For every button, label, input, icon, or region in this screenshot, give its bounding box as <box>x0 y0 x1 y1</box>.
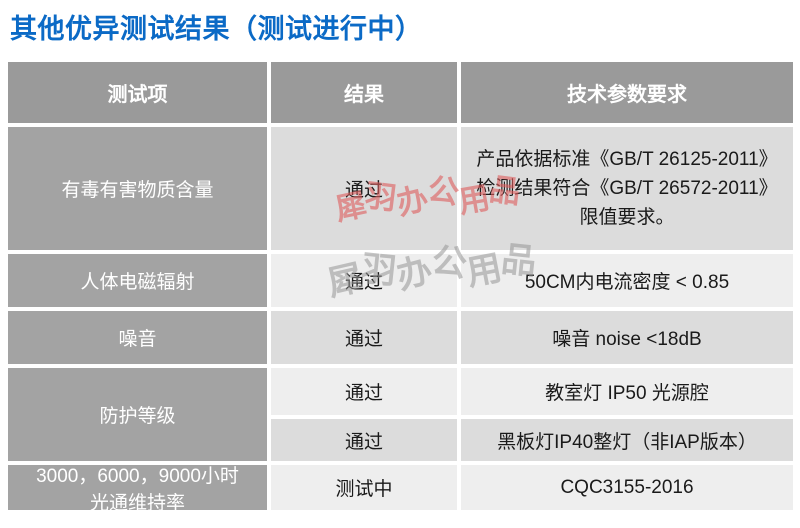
row-label-lumen-maintenance: 3000，6000，9000小时 光通维持率 <box>8 465 267 514</box>
requirement-lumen-maintenance: CQC3155-2016 <box>461 465 793 510</box>
result-em-radiation: 通过 <box>271 254 457 307</box>
result-protection-classroom-lamp: 通过 <box>271 368 457 415</box>
row-label-toxic-substances: 有毒有害物质含量 <box>8 127 267 250</box>
row-label-noise: 噪音 <box>8 311 267 364</box>
result-noise: 通过 <box>271 311 457 364</box>
requirement-protection-classroom-lamp: 教室灯 IP50 光源腔 <box>461 368 793 415</box>
result-lumen-maintenance: 测试中 <box>271 465 457 510</box>
row-label-em-radiation: 人体电磁辐射 <box>8 254 267 307</box>
test-results-table: 测试项 结果 技术参数要求 有毒有害物质含量 通过 产品依据标准《GB/T 26… <box>8 62 793 514</box>
requirement-em-radiation: 50CM内电流密度 < 0.85 <box>461 254 793 307</box>
result-protection-blackboard-lamp: 通过 <box>271 419 457 461</box>
row-label-protection-rating: 防护等级 <box>8 368 267 461</box>
page-title: 其他优异测试结果（测试进行中） <box>10 14 423 44</box>
column-header-tech-requirements: 技术参数要求 <box>461 62 793 123</box>
column-header-test-item: 测试项 <box>8 62 267 123</box>
requirement-toxic-substances: 产品依据标准《GB/T 26125-2011》 检测结果符合《GB/T 2657… <box>461 127 793 250</box>
result-toxic-substances: 通过 <box>271 127 457 250</box>
requirement-protection-blackboard-lamp: 黑板灯IP40整灯（非IAP版本） <box>461 419 793 461</box>
requirement-noise: 噪音 noise <18dB <box>461 311 793 364</box>
column-header-result: 结果 <box>271 62 457 123</box>
